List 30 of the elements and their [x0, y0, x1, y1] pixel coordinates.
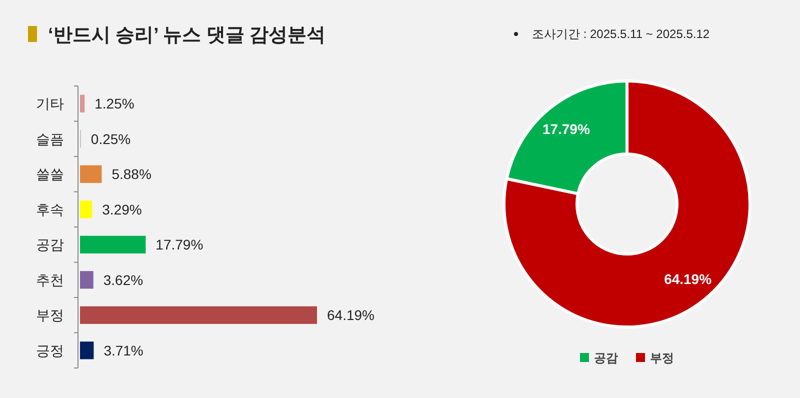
bar [80, 271, 94, 289]
data-label: 1.25% [94, 96, 134, 112]
y-tick-label: 추천 [36, 272, 64, 288]
data-label: 3.62% [103, 272, 144, 288]
data-label: 3.29% [102, 201, 142, 218]
y-tick-label: 기타 [36, 96, 64, 112]
bar [80, 342, 94, 360]
text: 조사기간 : 2025.5.11 ~ 2025.5.12 [532, 27, 710, 41]
data-label: 17.79% [542, 121, 590, 138]
bar [80, 165, 102, 183]
data-label: 64.19% [327, 307, 374, 324]
chart-title: ‘반드시 승리’ 뉴스 댓글 감성분석 [48, 25, 326, 46]
y-tick-label: 긍정 [36, 342, 64, 358]
y-tick-label: 쓸쓸 [36, 166, 64, 182]
data-label: 64.19% [664, 270, 712, 287]
bar [80, 306, 317, 324]
bar [80, 236, 146, 254]
data-label: 5.88% [112, 166, 152, 182]
data-label: 17.79% [156, 236, 204, 253]
y-tick-label: 부정 [36, 307, 64, 324]
data-label: 0.25% [90, 130, 131, 147]
legend-label: 부정 [650, 351, 674, 365]
y-tick-label: 후속 [36, 201, 64, 218]
y-tick-label: 슬픔 [36, 130, 64, 147]
legend-label: 공감 [594, 351, 618, 365]
bar [80, 200, 92, 218]
bar [80, 94, 85, 112]
y-tick-label: 공감 [36, 236, 64, 253]
donut-slice [502, 80, 752, 328]
data-label: 3.71% [104, 342, 144, 358]
